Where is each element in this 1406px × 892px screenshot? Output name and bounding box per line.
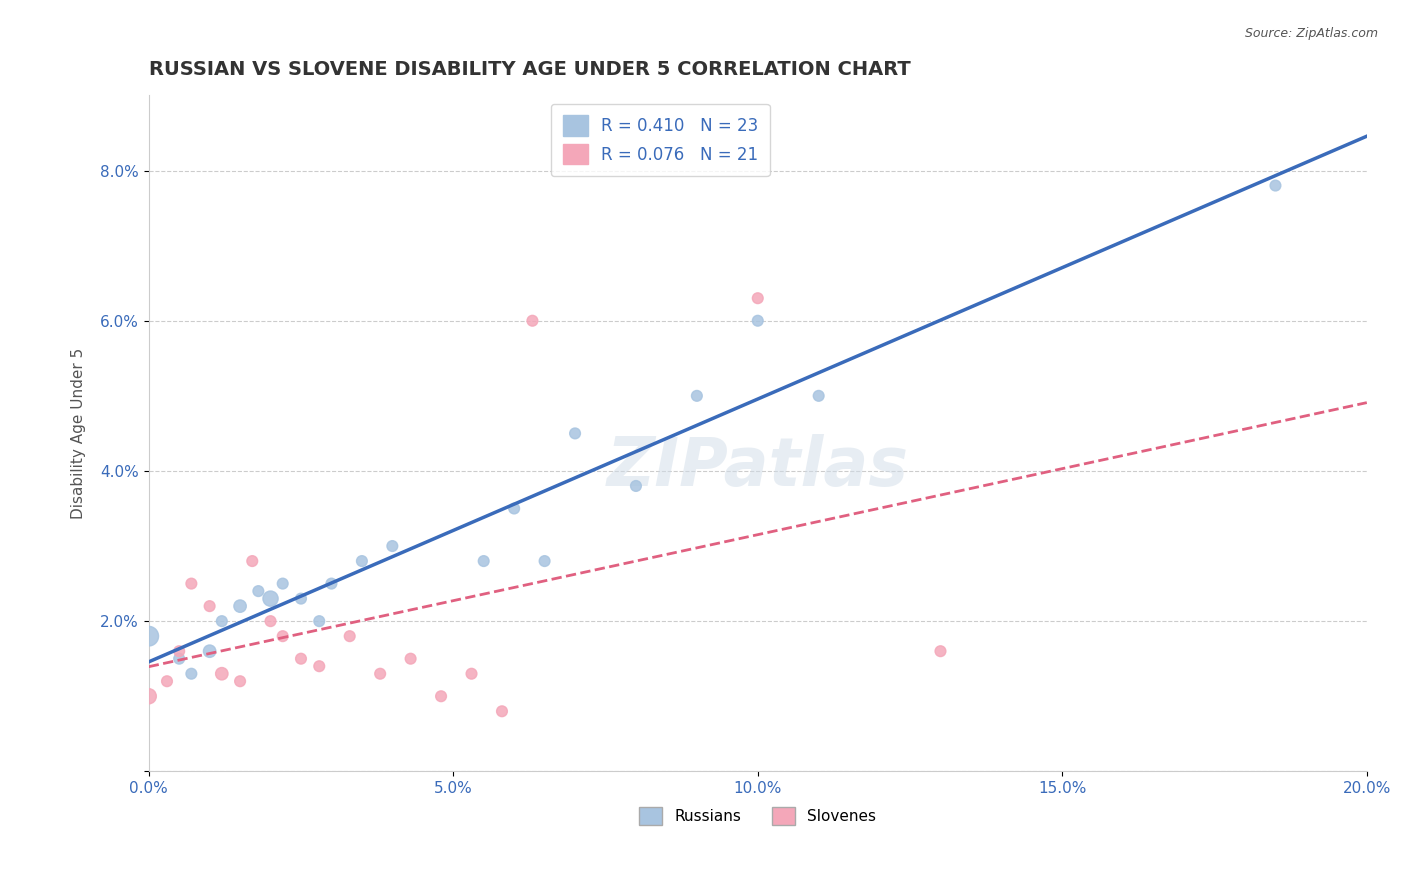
- Point: [259, 614, 281, 628]
- Point: [211, 666, 233, 681]
- Point: [240, 554, 263, 568]
- Point: [624, 479, 647, 493]
- Point: [807, 389, 830, 403]
- Point: [686, 389, 709, 403]
- Point: [198, 644, 221, 658]
- Point: [308, 614, 330, 628]
- Point: [290, 591, 312, 606]
- Point: [472, 554, 495, 568]
- Point: [271, 629, 294, 643]
- Point: [399, 651, 422, 665]
- Point: [229, 674, 252, 689]
- Point: [522, 314, 544, 328]
- Point: [533, 554, 555, 568]
- Point: [167, 644, 190, 658]
- Point: [350, 554, 373, 568]
- Point: [229, 599, 252, 614]
- Point: [138, 629, 160, 643]
- Point: [460, 666, 482, 681]
- Point: [368, 666, 391, 681]
- Point: [259, 591, 281, 606]
- Point: [247, 584, 270, 599]
- Point: [564, 426, 586, 441]
- Text: Source: ZipAtlas.com: Source: ZipAtlas.com: [1244, 27, 1378, 40]
- Point: [290, 651, 312, 665]
- Point: [271, 576, 294, 591]
- Point: [339, 629, 361, 643]
- Point: [321, 576, 343, 591]
- Legend: Russians, Slovenes: Russians, Slovenes: [633, 800, 882, 831]
- Point: [138, 690, 160, 704]
- Point: [491, 704, 513, 718]
- Point: [180, 666, 202, 681]
- Text: RUSSIAN VS SLOVENE DISABILITY AGE UNDER 5 CORRELATION CHART: RUSSIAN VS SLOVENE DISABILITY AGE UNDER …: [149, 60, 911, 78]
- Point: [156, 674, 179, 689]
- Point: [167, 651, 190, 665]
- Point: [929, 644, 952, 658]
- Point: [430, 690, 453, 704]
- Point: [747, 314, 769, 328]
- Point: [198, 599, 221, 614]
- Text: ZIPatlas: ZIPatlas: [607, 434, 908, 500]
- Point: [211, 614, 233, 628]
- Point: [747, 291, 769, 305]
- Y-axis label: Disability Age Under 5: Disability Age Under 5: [72, 348, 86, 519]
- Point: [1264, 178, 1286, 193]
- Point: [180, 576, 202, 591]
- Point: [381, 539, 404, 553]
- Point: [308, 659, 330, 673]
- Point: [503, 501, 526, 516]
